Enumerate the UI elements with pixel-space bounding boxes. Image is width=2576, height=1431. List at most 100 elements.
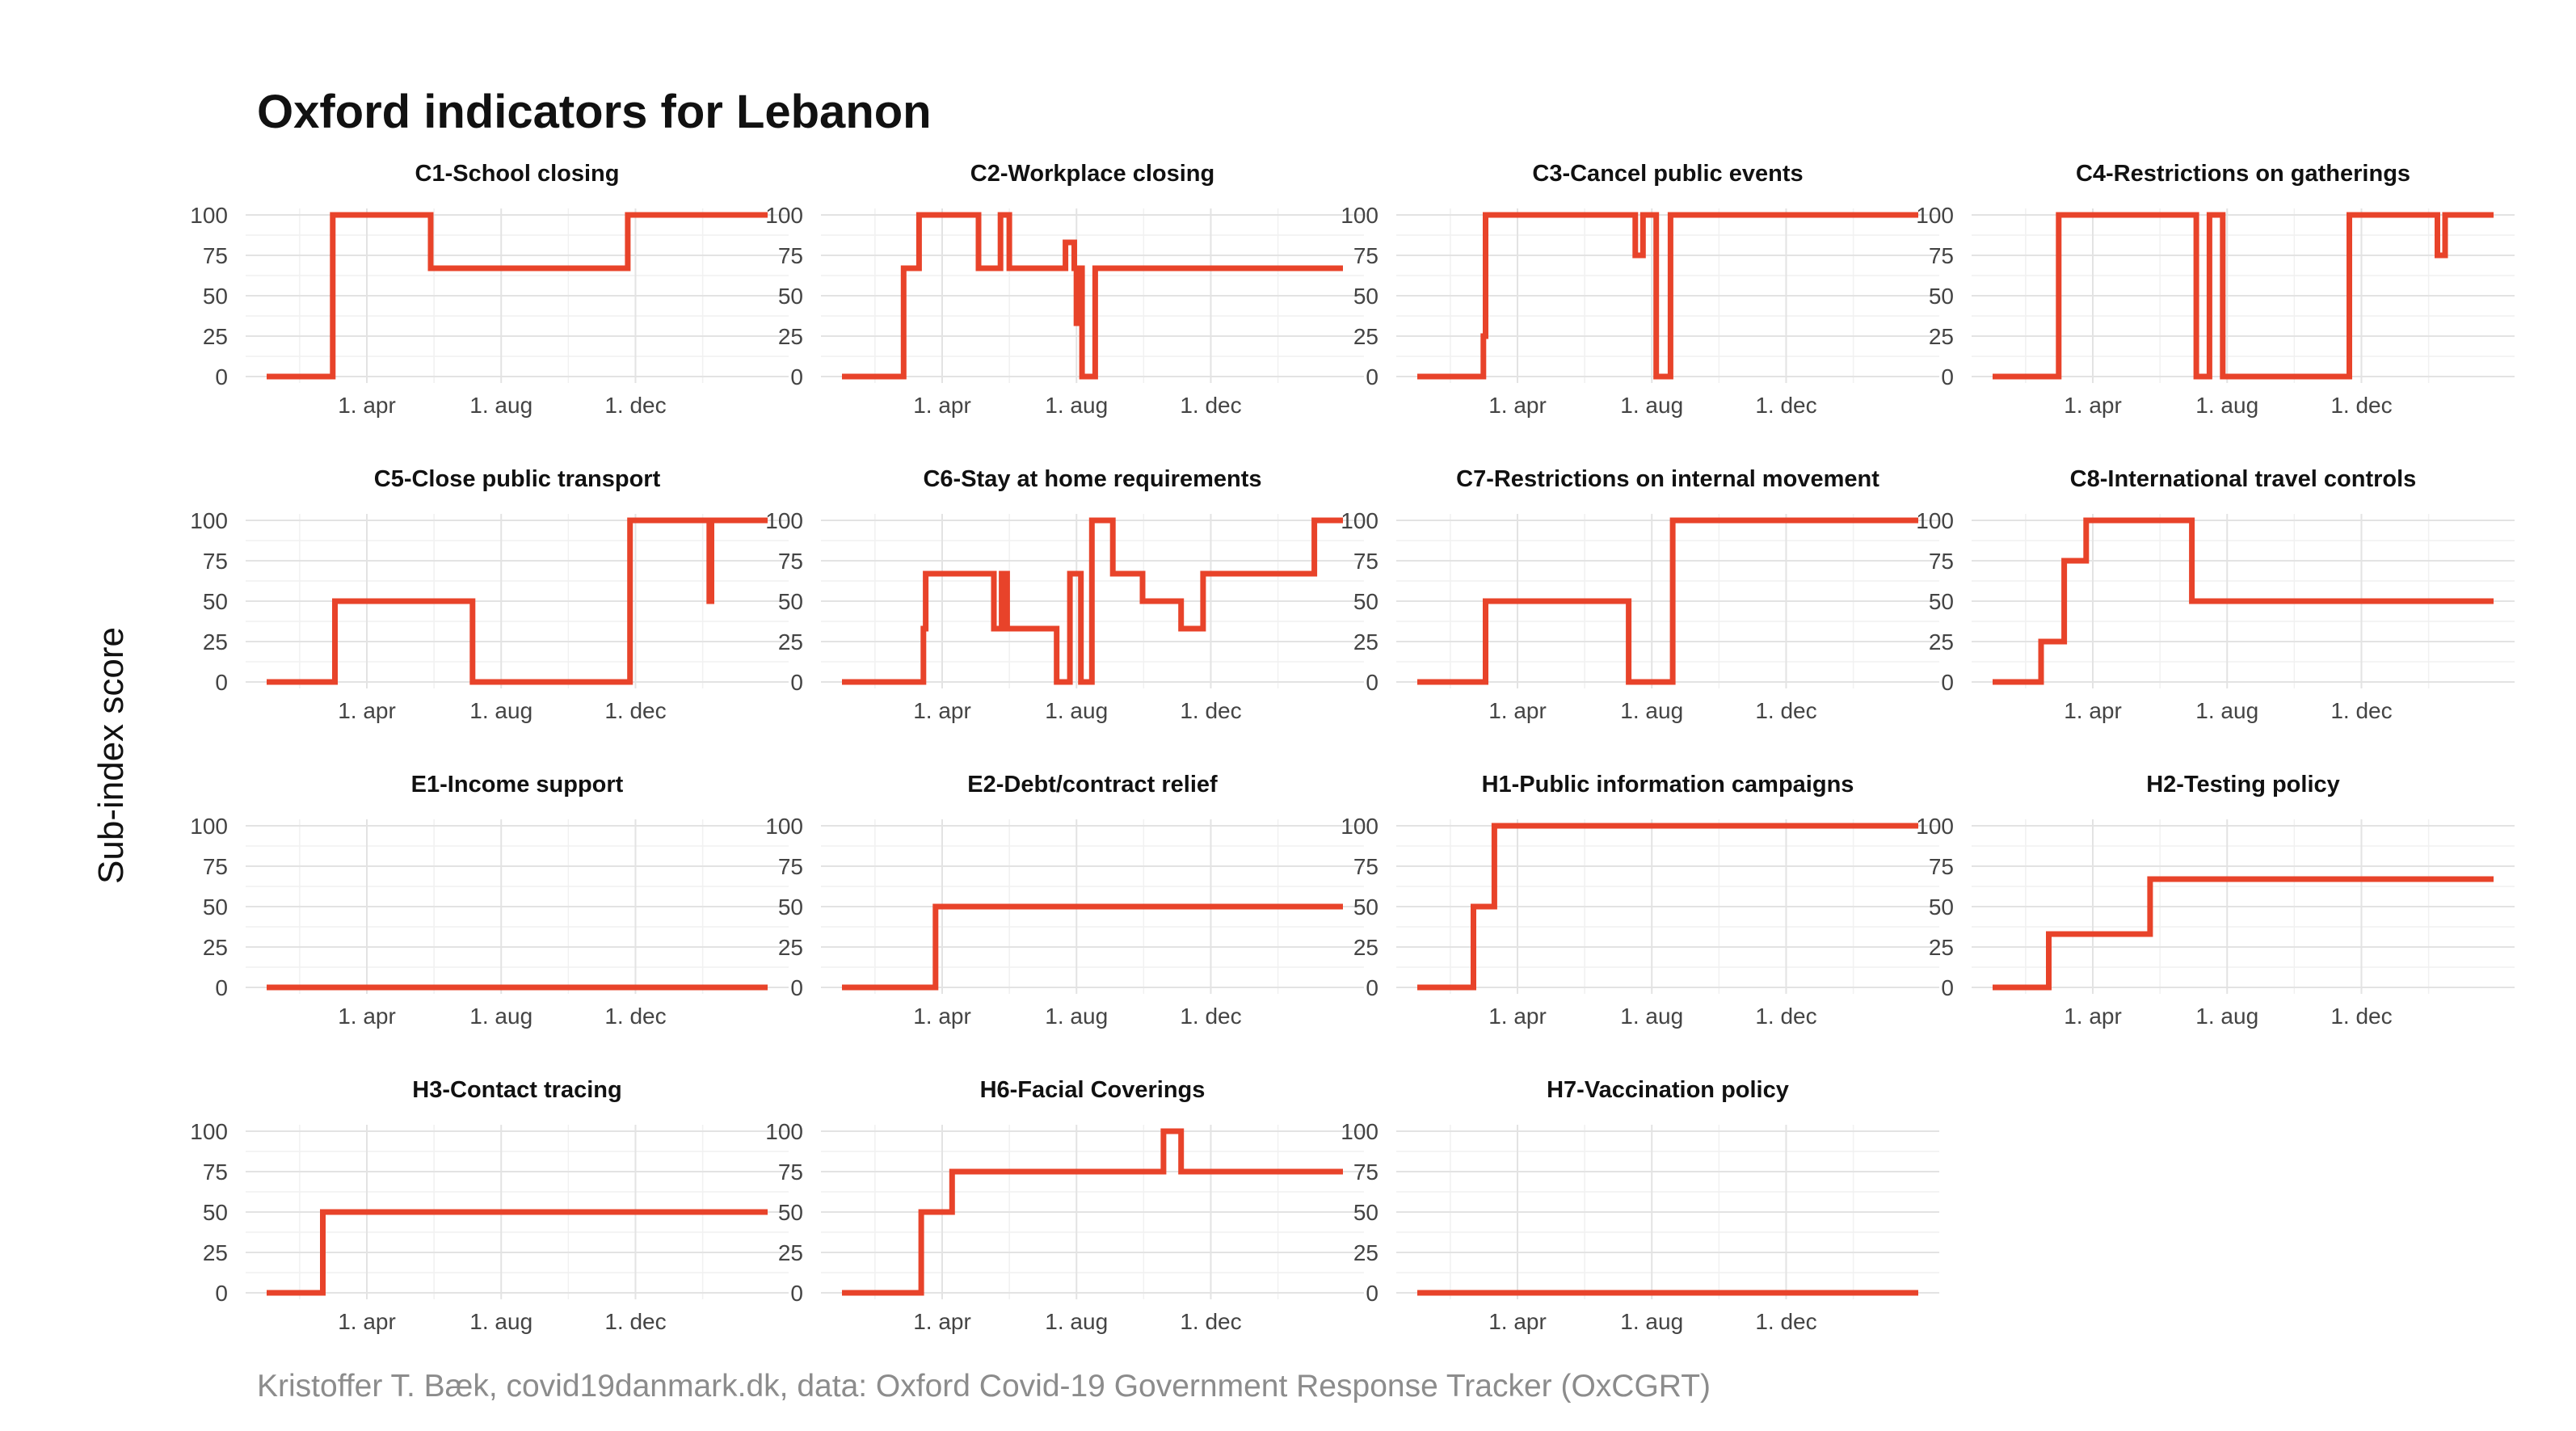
x-tick-label: 1. apr [2064,1004,2122,1029]
x-tick-label: 1. aug [469,1004,532,1029]
y-tick-label: 75 [778,1160,803,1185]
y-tick-label: 0 [790,364,803,389]
series-line [842,903,1343,991]
y-tick-label: 50 [203,284,228,309]
y-tick-label: 0 [215,364,228,389]
series-line [1993,212,2494,380]
x-tick-label: 1. apr [1488,698,1547,723]
y-tick-label: 75 [1353,1160,1378,1185]
x-tick-label: 1. dec [2330,1004,2392,1029]
series-line [1993,517,2494,685]
y-tick-label: 25 [1353,324,1378,349]
x-tick-label: 1. aug [1045,1309,1108,1334]
facet-panel: 0 25 50 75 100 1. apr 1. aug 1. dec C4-Restricti… [1916,161,2515,418]
y-tick-label: 50 [778,894,803,920]
series-line [1417,212,1918,380]
facet-panel: 0 25 50 75 100 1. apr 1. aug 1. dec H7-Vaccinati… [1341,1077,1939,1334]
x-tick-label: 1. dec [1180,698,1241,723]
y-tick-label: 0 [790,670,803,695]
x-tick-label: 1. aug [469,1309,532,1334]
y-tick-label: 50 [1929,894,1954,920]
y-tick-label: 50 [203,589,228,614]
x-tick-label: 1. dec [1180,393,1241,418]
y-tick-label: 100 [190,203,228,228]
x-tick-label: 1. dec [604,1004,666,1029]
facet-panel: 0 25 50 75 100 1. apr 1. aug 1. dec H3-Contact t… [190,1077,789,1334]
y-tick-label: 25 [1353,935,1378,960]
y-tick-label: 0 [215,975,228,1000]
series-line [1417,823,1918,991]
panel-title: C5-Close public transport [374,466,661,492]
y-tick-label: 75 [1353,243,1378,268]
x-tick-label: 1. dec [604,1309,666,1334]
x-tick-label: 1. aug [2195,1004,2258,1029]
y-tick-label: 75 [203,549,228,574]
y-tick-label: 75 [1929,549,1954,574]
y-tick-label: 100 [1341,814,1378,839]
facet-panel: 0 25 50 75 100 1. apr 1. aug 1. dec C3-Cancel pu… [1341,161,1939,418]
facet-panel: 0 25 50 75 100 1. apr 1. aug 1. dec C2-Workplace… [765,161,1364,418]
x-tick-label: 1. dec [1180,1004,1241,1029]
x-tick-label: 1. dec [604,698,666,723]
y-tick-label: 25 [1353,629,1378,654]
y-tick-label: 50 [1353,1200,1378,1225]
x-tick-label: 1. dec [1755,393,1816,418]
facet-panel: 0 25 50 75 100 1. apr 1. aug 1. dec E2-Debt/cont… [765,772,1364,1029]
y-tick-label: 100 [190,1119,228,1144]
panel-title: C8-International travel controls [2070,466,2417,492]
y-tick-label: 0 [1366,1281,1378,1306]
y-tick-label: 50 [1929,589,1954,614]
y-tick-label: 25 [778,629,803,654]
x-tick-label: 1. aug [1045,393,1108,418]
y-tick-label: 0 [1941,670,1954,695]
series-line [1417,517,1918,685]
series-line [1993,876,2494,991]
series-line [842,212,1343,380]
y-tick-label: 75 [203,1160,228,1185]
facet-panel: 0 25 50 75 100 1. apr 1. aug 1. dec H2-Testing p… [1916,772,2515,1029]
x-tick-label: 1. apr [338,698,396,723]
y-tick-label: 75 [1929,243,1954,268]
x-tick-label: 1. aug [1620,698,1683,723]
x-tick-label: 1. dec [2330,698,2392,723]
y-tick-label: 75 [1353,549,1378,574]
x-tick-label: 1. aug [2195,393,2258,418]
series-line [267,212,768,380]
y-tick-label: 50 [203,1200,228,1225]
facet-panel: 0 25 50 75 100 1. apr 1. aug 1. dec E1-Income su… [190,772,789,1029]
y-tick-label: 100 [765,814,803,839]
chart-title: Oxford indicators for Lebanon [257,86,932,138]
x-tick-label: 1. aug [1620,1309,1683,1334]
y-tick-label: 75 [203,854,228,879]
y-tick-label: 100 [190,814,228,839]
y-tick-label: 75 [1929,854,1954,879]
y-tick-label: 25 [778,935,803,960]
x-tick-label: 1. apr [338,1004,396,1029]
y-tick-label: 0 [215,670,228,695]
facet-panel: 0 25 50 75 100 1. apr 1. aug 1. dec C6-Stay at h… [765,466,1364,723]
x-tick-label: 1. aug [469,698,532,723]
x-tick-label: 1. apr [913,1309,971,1334]
facet-panel: 0 25 50 75 100 1. apr 1. aug 1. dec H1-Public in… [1341,772,1939,1029]
y-tick-label: 50 [1353,284,1378,309]
series-line [842,1128,1343,1296]
facet-panel: 0 25 50 75 100 1. apr 1. aug 1. dec C1-School cl… [190,161,789,418]
y-tick-label: 0 [1366,364,1378,389]
x-tick-label: 1. aug [1045,698,1108,723]
panel-title: C6-Stay at home requirements [923,466,1261,492]
x-tick-label: 1. aug [1045,1004,1108,1029]
y-tick-label: 25 [1929,629,1954,654]
x-tick-label: 1. dec [1755,1004,1816,1029]
x-tick-label: 1. apr [1488,393,1547,418]
y-tick-label: 25 [778,1240,803,1265]
x-tick-label: 1. aug [469,393,532,418]
y-tick-label: 75 [778,854,803,879]
y-tick-label: 0 [215,1281,228,1306]
x-tick-label: 1. apr [2064,698,2122,723]
y-tick-label: 25 [1929,935,1954,960]
x-tick-label: 1. apr [338,393,396,418]
facet-panels: 0 25 50 75 100 1. apr 1. aug 1. dec C1-School cl… [190,161,2515,1334]
facet-panel: 0 25 50 75 100 1. apr 1. aug 1. dec C7-Restricti… [1341,466,1939,723]
y-tick-label: 100 [190,508,228,533]
x-tick-label: 1. apr [913,393,971,418]
